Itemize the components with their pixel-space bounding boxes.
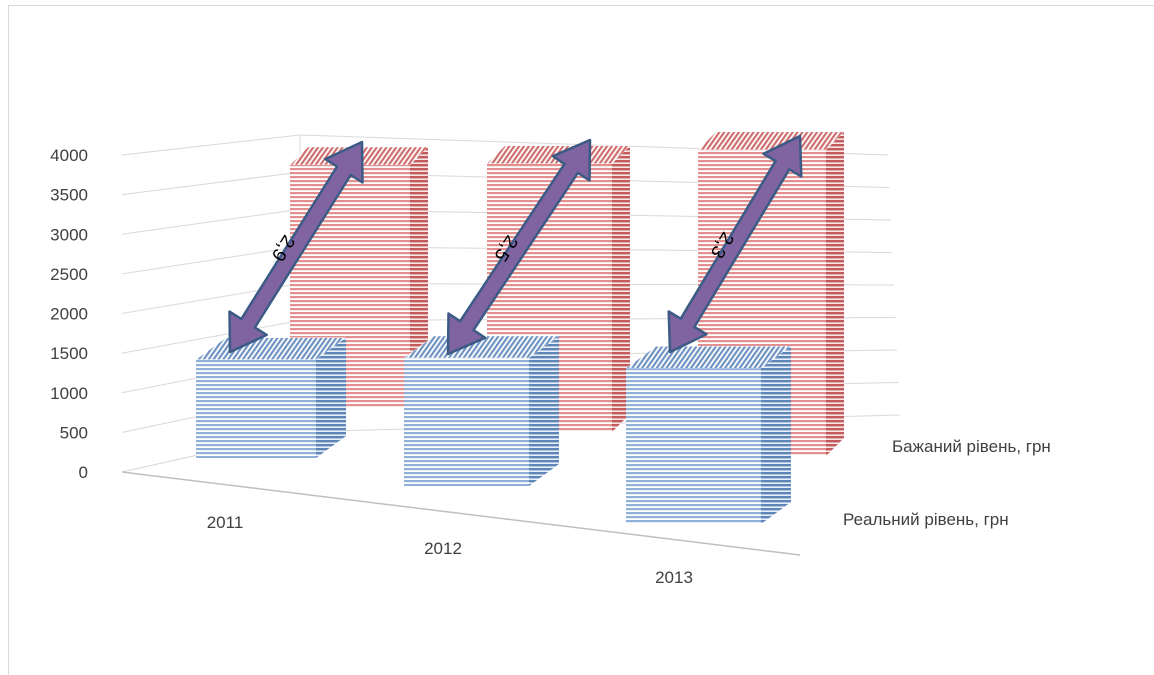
bar-side (410, 147, 428, 408)
bar-real (625, 345, 792, 524)
y-tick-label: 4000 (50, 146, 88, 165)
y-tick-label: 1500 (50, 344, 88, 363)
y-tick-label: 500 (60, 423, 88, 442)
y-tick-label: 2000 (50, 305, 88, 324)
y-tick-label: 3500 (50, 186, 88, 205)
series-real-bars (195, 335, 792, 524)
bar-front (404, 357, 529, 486)
y-tick-label: 0 (79, 463, 88, 482)
x-axis-line (121, 471, 801, 556)
series-labels: Реальний рівень, грн Бажаний рівень, грн (843, 437, 1051, 529)
category-label: 2013 (655, 568, 693, 587)
bar-side (826, 131, 844, 456)
category-labels: 2011 2012 2013 (207, 513, 693, 587)
ratio-arrow (667, 134, 803, 354)
y-tick-label: 3000 (50, 225, 88, 244)
ratio-arrow (446, 138, 592, 356)
bar-side (316, 337, 346, 458)
category-label: 2012 (424, 539, 462, 558)
bar-side (612, 145, 630, 432)
category-label: 2011 (207, 513, 244, 532)
ratio-arrows: 2,9 2,5 2,3 (228, 134, 803, 356)
bar-real (195, 337, 347, 458)
y-tick-label: 2500 (50, 265, 88, 284)
y-tick-label: 1000 (50, 384, 88, 403)
chart-frame (8, 5, 1154, 675)
ratio-arrow (228, 140, 364, 354)
bar-front (626, 368, 761, 524)
y-axis-ticks: 0 500 1000 1500 2000 2500 3000 3500 4000 (50, 146, 88, 482)
series-label: Бажаний рівень, грн (892, 437, 1051, 456)
bar-front (196, 359, 316, 458)
bar-side (529, 335, 559, 486)
series-label: Реальний рівень, грн (843, 510, 1009, 529)
bar-real (403, 335, 560, 486)
bar-side (761, 346, 791, 524)
bar-top (697, 131, 845, 151)
